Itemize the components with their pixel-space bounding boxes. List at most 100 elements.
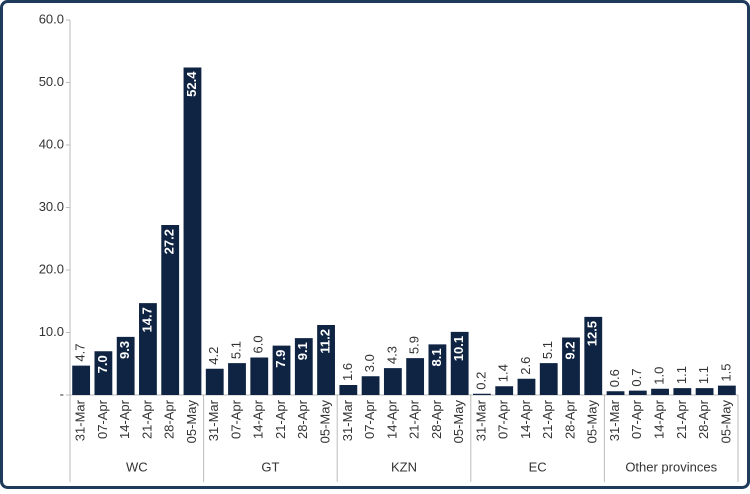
x-tick-label: 07-Apr [95, 399, 110, 439]
x-tick-label: 14-Apr [518, 399, 533, 439]
data-label: 9.2 [562, 342, 577, 360]
bar [383, 368, 402, 395]
data-label: 1.4 [496, 364, 511, 382]
bar [228, 363, 246, 395]
y-tick-label: 60.0 [39, 11, 64, 26]
bar [94, 351, 113, 395]
x-tick-label: 14-Apr [652, 399, 667, 439]
x-tick-label: 07-Apr [496, 399, 511, 439]
bar [717, 385, 736, 395]
data-label: 7.9 [273, 350, 288, 368]
bar [72, 365, 91, 395]
data-label: 5.9 [407, 336, 422, 354]
data-label: 4.7 [73, 344, 88, 362]
data-label: 6.0 [251, 335, 266, 353]
x-tick-label: 05-May [585, 400, 600, 444]
bar [517, 378, 536, 395]
bar [139, 303, 157, 395]
bar [317, 325, 335, 395]
x-tick-label: 21-Apr [139, 399, 154, 439]
x-tick-label: 14-Apr [251, 399, 266, 439]
data-label: 1.0 [652, 367, 667, 385]
data-label: 1.5 [718, 364, 733, 382]
x-tick-label: 05-May [451, 400, 466, 444]
x-tick-label: 05-May [318, 400, 333, 444]
x-tick-label: 14-Apr [117, 399, 132, 439]
data-label: 10.1 [451, 336, 466, 361]
bar [250, 357, 269, 395]
bar [161, 225, 180, 395]
bar [562, 337, 580, 395]
data-label: 8.1 [429, 348, 444, 366]
data-label: 4.2 [206, 347, 221, 365]
data-label: 12.5 [585, 321, 600, 346]
bar [361, 376, 380, 395]
data-label: 52.4 [184, 71, 199, 97]
x-tick-label: 31-Mar [473, 399, 488, 441]
data-label: 1.6 [340, 363, 355, 381]
bar [539, 363, 558, 395]
group-label: KZN [391, 459, 417, 474]
x-tick-label: 28-Apr [696, 399, 711, 439]
x-tick-label: 31-Mar [206, 399, 221, 441]
x-tick-label: 14-Apr [384, 399, 399, 439]
data-label: 3.0 [362, 354, 377, 372]
y-tick-label: 20.0 [39, 261, 64, 276]
data-label: 9.3 [117, 341, 132, 359]
x-tick-label: 28-Apr [162, 399, 177, 439]
data-label: 0.6 [607, 369, 622, 387]
bar [294, 338, 313, 395]
data-label: 0.2 [473, 372, 488, 390]
y-tick-label: 10.0 [39, 324, 64, 339]
group-label: GT [261, 459, 279, 474]
data-label: 0.7 [629, 369, 644, 387]
x-tick-label: 07-Apr [629, 399, 644, 439]
x-tick-label: 21-Apr [407, 399, 422, 439]
y-tick-label: 30.0 [39, 199, 64, 214]
data-label: 11.2 [318, 329, 333, 354]
x-tick-label: 07-Apr [228, 399, 243, 439]
x-tick-label: 31-Mar [340, 399, 355, 441]
group-label: WC [126, 459, 148, 474]
bar [205, 368, 224, 395]
y-tick-label: - [60, 386, 64, 401]
data-label: 14.7 [139, 307, 154, 332]
data-label: 5.1 [228, 341, 243, 359]
data-label: 27.2 [162, 229, 177, 254]
x-tick-label: 21-Apr [540, 399, 555, 439]
data-label: 9.1 [295, 342, 310, 360]
bar [339, 385, 358, 395]
data-label: 1.1 [674, 366, 689, 384]
x-tick-label: 05-May [184, 400, 199, 444]
x-tick-label: 31-Mar [73, 399, 88, 441]
x-tick-label: 28-Apr [562, 399, 577, 439]
group-label: Other provinces [625, 459, 717, 474]
data-label: 7.0 [95, 355, 110, 373]
x-tick-label: 28-Apr [295, 399, 310, 439]
bar [116, 336, 135, 395]
x-tick-label: 05-May [718, 400, 733, 444]
bar [450, 331, 469, 395]
x-tick-label: 07-Apr [362, 399, 377, 439]
bar [406, 358, 425, 395]
bar [651, 388, 669, 395]
x-tick-label: 28-Apr [429, 399, 444, 439]
bar [584, 316, 603, 395]
y-tick-label: 40.0 [39, 136, 64, 151]
group-label: EC [529, 459, 547, 474]
data-label: 2.6 [518, 357, 533, 375]
x-tick-label: 21-Apr [674, 399, 689, 439]
y-tick-label: 50.0 [39, 74, 64, 89]
bar [473, 393, 491, 395]
bar [673, 388, 692, 395]
bar [606, 391, 625, 395]
bar [495, 386, 514, 395]
bar [428, 344, 447, 395]
bar [628, 390, 647, 395]
bar [272, 345, 291, 395]
x-tick-label: 21-Apr [273, 399, 288, 439]
data-label: 5.1 [540, 341, 555, 359]
bar [695, 388, 714, 395]
bar [183, 67, 202, 395]
